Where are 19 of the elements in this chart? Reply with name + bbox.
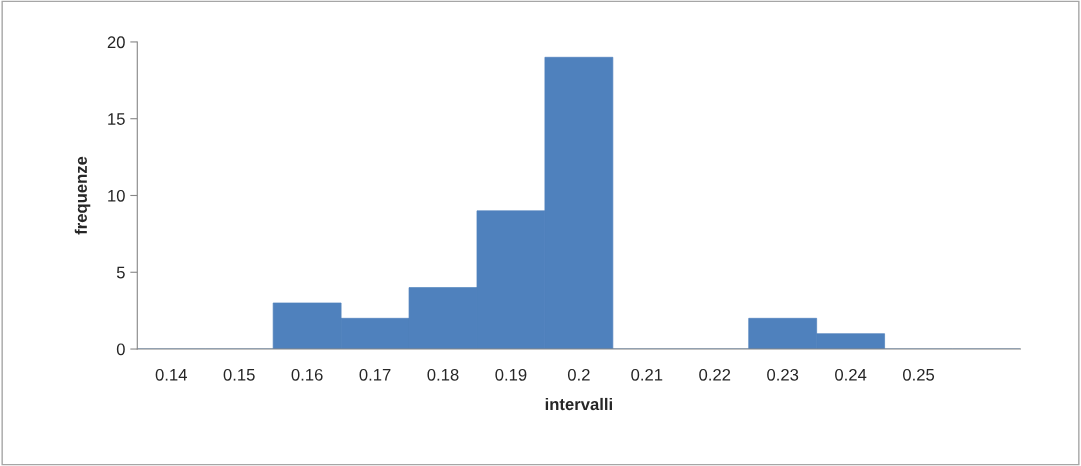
y-tick-label: 15 (108, 113, 125, 125)
x-tick-label: 0.19 (495, 368, 527, 381)
y-tick-label: 0 (116, 343, 125, 356)
y-tick-label: 20 (107, 36, 125, 49)
x-tick-label: 0.24 (835, 368, 867, 381)
y-axis-title: frequenze (74, 156, 91, 235)
x-axis-title: intervalli (545, 397, 612, 411)
y-tick-label: 5 (116, 266, 125, 279)
x-tick-label: 0.15 (223, 368, 255, 381)
y-tick-label: 10 (108, 189, 125, 202)
x-tick-label: 0.25 (902, 368, 935, 381)
x-tick-label: 0.22 (699, 368, 731, 381)
x-tick-label: 0.17 (359, 368, 391, 381)
x-tick-label: 0.14 (155, 368, 187, 381)
x-tick-label: 0.16 (291, 368, 323, 381)
x-tick-label: 0.23 (767, 368, 799, 381)
x-tick-label: 0.21 (631, 368, 663, 381)
x-tick-label: 0.2 (567, 368, 590, 381)
x-tick-label: 0.18 (427, 368, 459, 381)
